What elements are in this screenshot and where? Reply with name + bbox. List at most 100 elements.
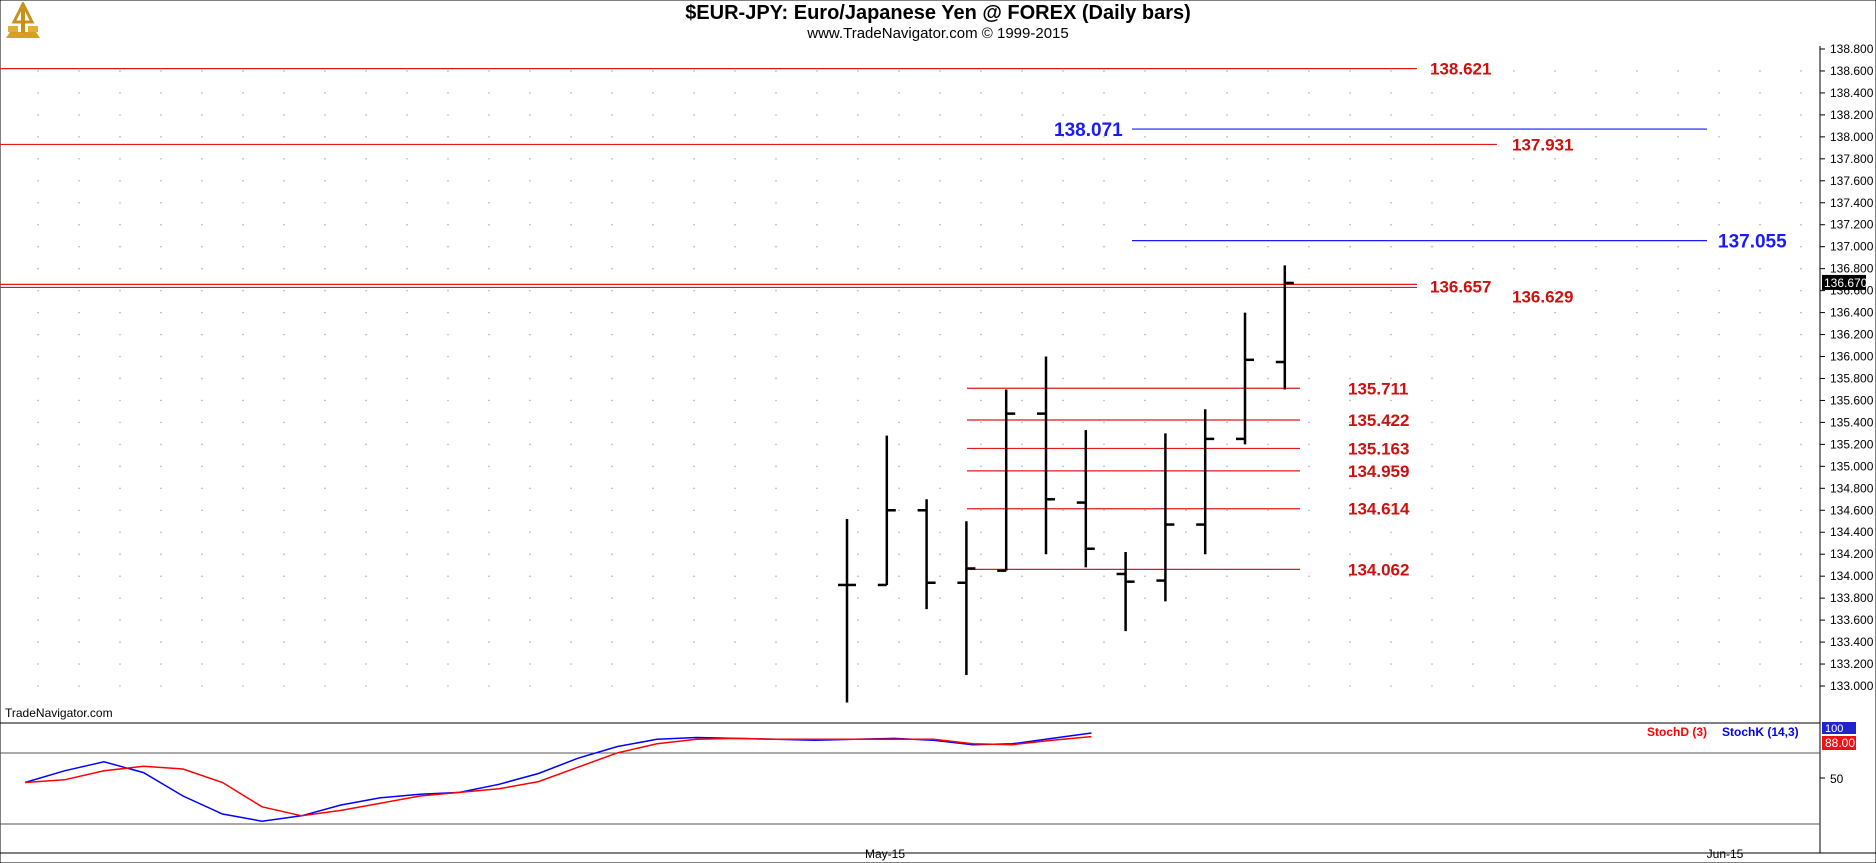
grid-dot [1144, 201, 1146, 204]
grid-dot [447, 597, 449, 599]
grid-dot [1103, 553, 1105, 556]
grid-dot [78, 355, 80, 358]
grid-dot [1595, 114, 1597, 116]
grid-dot [652, 509, 654, 512]
grid-dot [1718, 114, 1720, 116]
grid-dot [816, 92, 818, 94]
grid-dot [980, 70, 982, 72]
grid-dot [1021, 311, 1023, 314]
grid-dot [1718, 531, 1720, 534]
grid-dot [447, 245, 449, 248]
grid-dot [898, 136, 900, 138]
grid-dot [775, 641, 777, 643]
grid-dot [1759, 114, 1761, 116]
grid-dot [1595, 245, 1597, 248]
grid-dot [898, 311, 900, 314]
grid-dot [611, 333, 613, 336]
grid-dot [693, 70, 695, 72]
grid-dot [365, 70, 367, 72]
grid-dot [529, 355, 531, 358]
grid-dot [1390, 289, 1392, 292]
grid-dot [1636, 399, 1638, 402]
grid-dot [529, 685, 531, 687]
grid-dot [1513, 531, 1515, 534]
grid-dot [570, 92, 572, 94]
grid-dot [1349, 465, 1351, 468]
grid-dot [1103, 223, 1105, 226]
grid-dot [857, 179, 859, 182]
level-label-red: 136.657 [1430, 277, 1491, 296]
grid-dot [488, 443, 490, 446]
grid-dot [1185, 399, 1187, 402]
grid-dot [898, 509, 900, 512]
grid-dot [1472, 245, 1474, 248]
grid-dot [570, 158, 572, 160]
grid-dot [324, 399, 326, 402]
grid-dot [201, 311, 203, 314]
grid-dot [1431, 575, 1433, 577]
grid-dot [611, 531, 613, 534]
grid-dot [1472, 685, 1474, 687]
grid-dot [1472, 223, 1474, 226]
grid-dot [652, 443, 654, 446]
grid-dot [324, 509, 326, 512]
grid-dot [1800, 355, 1802, 358]
grid-dot [1595, 267, 1597, 270]
grid-dot [611, 201, 613, 204]
grid-dot [1595, 553, 1597, 556]
grid-dot [1595, 641, 1597, 643]
grid-dot [447, 289, 449, 292]
grid-dot [283, 663, 285, 665]
grid-dot [1513, 114, 1515, 116]
grid-dot [1226, 421, 1228, 424]
grid-dot [365, 267, 367, 270]
grid-dot [1759, 311, 1761, 314]
grid-dot [1759, 619, 1761, 621]
grid-dot [734, 289, 736, 292]
grid-dot [1267, 641, 1269, 643]
grid-dot [1226, 136, 1228, 138]
grid-dot [1800, 311, 1802, 314]
grid-dot [119, 289, 121, 292]
grid-dot [242, 158, 244, 160]
grid-dot [201, 136, 203, 138]
grid-dot [1718, 663, 1720, 665]
y-tick-label: 133.000 [1830, 679, 1874, 693]
grid-dot [1349, 619, 1351, 621]
grid-dot [816, 289, 818, 292]
grid-dot [37, 333, 39, 336]
grid-dot [816, 179, 818, 182]
grid-dot [1185, 311, 1187, 314]
grid-dot [1349, 685, 1351, 687]
grid-dot [1554, 685, 1556, 687]
grid-dot [857, 575, 859, 577]
grid-dot [1800, 487, 1802, 490]
grid-dot [898, 201, 900, 204]
grid-dot [37, 136, 39, 138]
grid-dot [693, 355, 695, 358]
grid-dot [488, 531, 490, 534]
grid-dot [1595, 399, 1597, 402]
grid-dot [1472, 136, 1474, 138]
grid-dot [1800, 377, 1802, 380]
grid-dot [119, 663, 121, 665]
grid-dot [1308, 553, 1310, 556]
y-tick-label: 137.000 [1830, 240, 1874, 254]
grid-dot [857, 509, 859, 512]
grid-dot [570, 223, 572, 226]
grid-dot [1513, 70, 1515, 72]
grid-dot [1513, 158, 1515, 160]
grid-dot [1759, 531, 1761, 534]
level-label-red: 134.614 [1348, 500, 1410, 519]
grid-dot [570, 487, 572, 490]
grid-dot [406, 509, 408, 512]
grid-dot [1267, 92, 1269, 94]
grid-dot [980, 531, 982, 534]
grid-dot [816, 158, 818, 160]
grid-dot [1554, 553, 1556, 556]
grid-dot [406, 311, 408, 314]
grid-dot [1677, 685, 1679, 687]
grid-dot [1062, 421, 1064, 424]
grid-dot [1636, 333, 1638, 336]
